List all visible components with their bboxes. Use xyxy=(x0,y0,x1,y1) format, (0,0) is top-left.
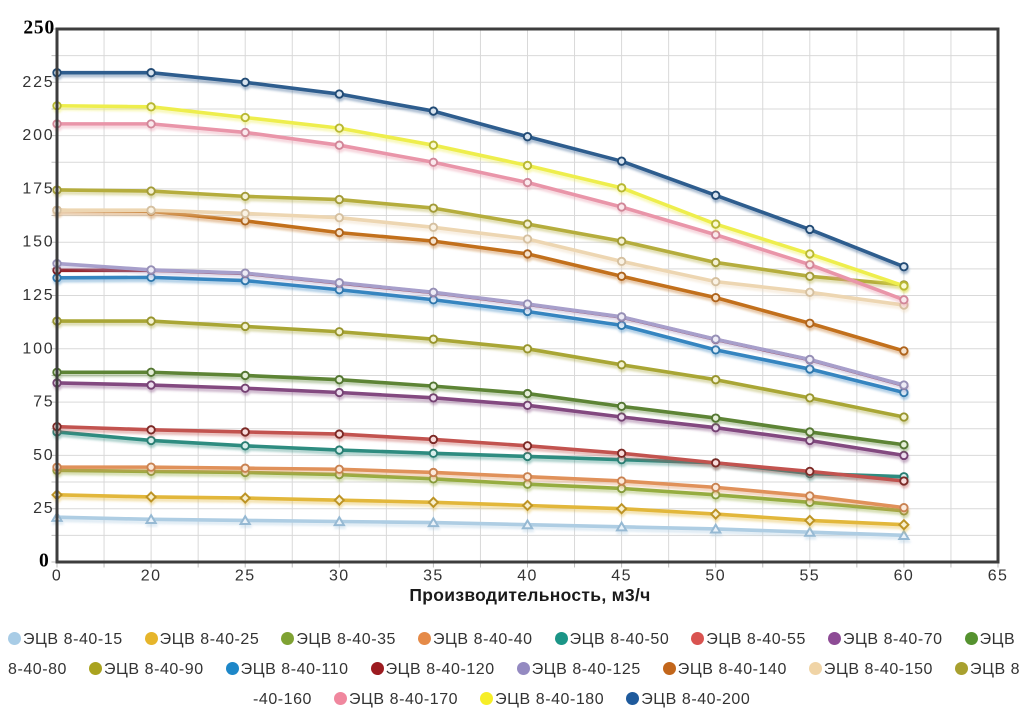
svg-text:50: 50 xyxy=(705,568,726,585)
svg-text:25: 25 xyxy=(235,568,256,585)
svg-text:50: 50 xyxy=(33,447,54,464)
svg-text:65: 65 xyxy=(988,568,1009,585)
svg-text:125: 125 xyxy=(22,287,54,304)
svg-text:100: 100 xyxy=(22,340,54,357)
svg-text:20: 20 xyxy=(141,568,162,585)
svg-text:250: 250 xyxy=(23,18,55,39)
svg-text:225: 225 xyxy=(22,74,54,91)
svg-text:Производительность, м3/ч: Производительность, м3/ч xyxy=(409,585,650,605)
svg-text:200: 200 xyxy=(22,127,54,144)
svg-text:75: 75 xyxy=(33,394,54,411)
svg-text:35: 35 xyxy=(423,568,444,585)
svg-text:45: 45 xyxy=(611,568,632,585)
svg-text:40: 40 xyxy=(517,568,538,585)
svg-text:150: 150 xyxy=(22,234,54,251)
svg-text:25: 25 xyxy=(33,500,54,517)
svg-text:0: 0 xyxy=(39,551,50,572)
svg-text:60: 60 xyxy=(894,568,915,585)
svg-text:55: 55 xyxy=(799,568,820,585)
svg-text:30: 30 xyxy=(329,568,350,585)
svg-text:175: 175 xyxy=(22,180,54,197)
svg-text:0: 0 xyxy=(52,568,62,585)
